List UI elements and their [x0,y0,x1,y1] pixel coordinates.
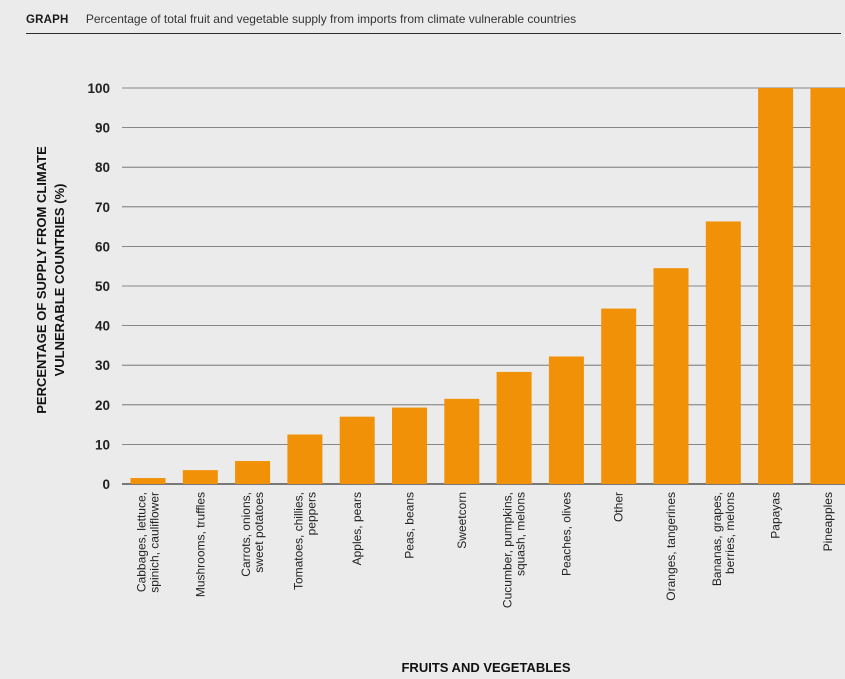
x-axis-title: FRUITS AND VEGETABLES [401,660,570,675]
x-tick-label: berries, melons [723,492,737,574]
bar [339,416,375,484]
bar [601,308,637,484]
x-tick-label: Cabbages, lettuce, [135,492,149,592]
y-tick-label: 40 [95,319,110,334]
y-axis-title: VULNERABLE COUNTRIES (%) [52,184,67,377]
chart-header: GRAPH Percentage of total fruit and vege… [26,10,841,30]
bar [235,461,271,484]
x-tick-label: Apples, pears [350,492,364,565]
x-tick-label: Sweetcorn [455,492,469,549]
x-tick-label: Mushrooms, truffles [193,492,207,597]
header-divider [26,33,841,34]
y-axis-title: PERCENTAGE OF SUPPLY FROM CLIMATE [34,146,49,414]
y-tick-label: 60 [95,239,110,254]
x-tick-label: Bananas, grapes, [710,492,724,586]
y-tick-label: 10 [95,437,110,452]
x-tick-label: Other [612,492,626,522]
y-tick-label: 30 [95,358,110,373]
y-tick-label: 20 [95,398,110,413]
x-tick-label: Pineapples [821,492,835,551]
x-tick-label: Papayas [769,492,783,539]
y-tick-label: 50 [95,279,110,294]
x-tick-label: Peas, beans [403,492,417,559]
bar [182,470,218,484]
y-tick-label: 0 [102,477,110,492]
x-tick-label: sweet potatoes [252,492,266,573]
bar [444,398,480,484]
bar [705,221,741,484]
x-tick-label: spinich, cauliflower [148,492,162,593]
chart-title: Percentage of total fruit and vegetable … [85,12,577,26]
x-tick-label: squash, melons [514,492,528,576]
graph-tag: GRAPH [26,14,69,26]
bar [496,371,532,484]
x-tick-label: Tomatoes, chillies, [291,492,305,590]
bar [548,356,584,484]
bar [758,88,794,484]
y-tick-label: 90 [95,121,110,136]
bar [810,88,845,484]
bar [287,434,323,484]
x-tick-label: Peaches, olives [559,492,573,576]
bar [653,268,689,484]
y-tick-label: 80 [95,160,110,175]
x-tick-label: Carrots, onions, [239,492,253,577]
bar [392,407,427,484]
y-tick-label: 70 [95,200,110,215]
y-tick-label: 100 [87,81,110,96]
x-tick-label: Cucumber, pumpkins, [501,492,515,608]
x-tick-label: peppers [304,492,318,535]
bar [130,478,166,484]
x-tick-label: Oranges, tangerines [664,492,678,601]
